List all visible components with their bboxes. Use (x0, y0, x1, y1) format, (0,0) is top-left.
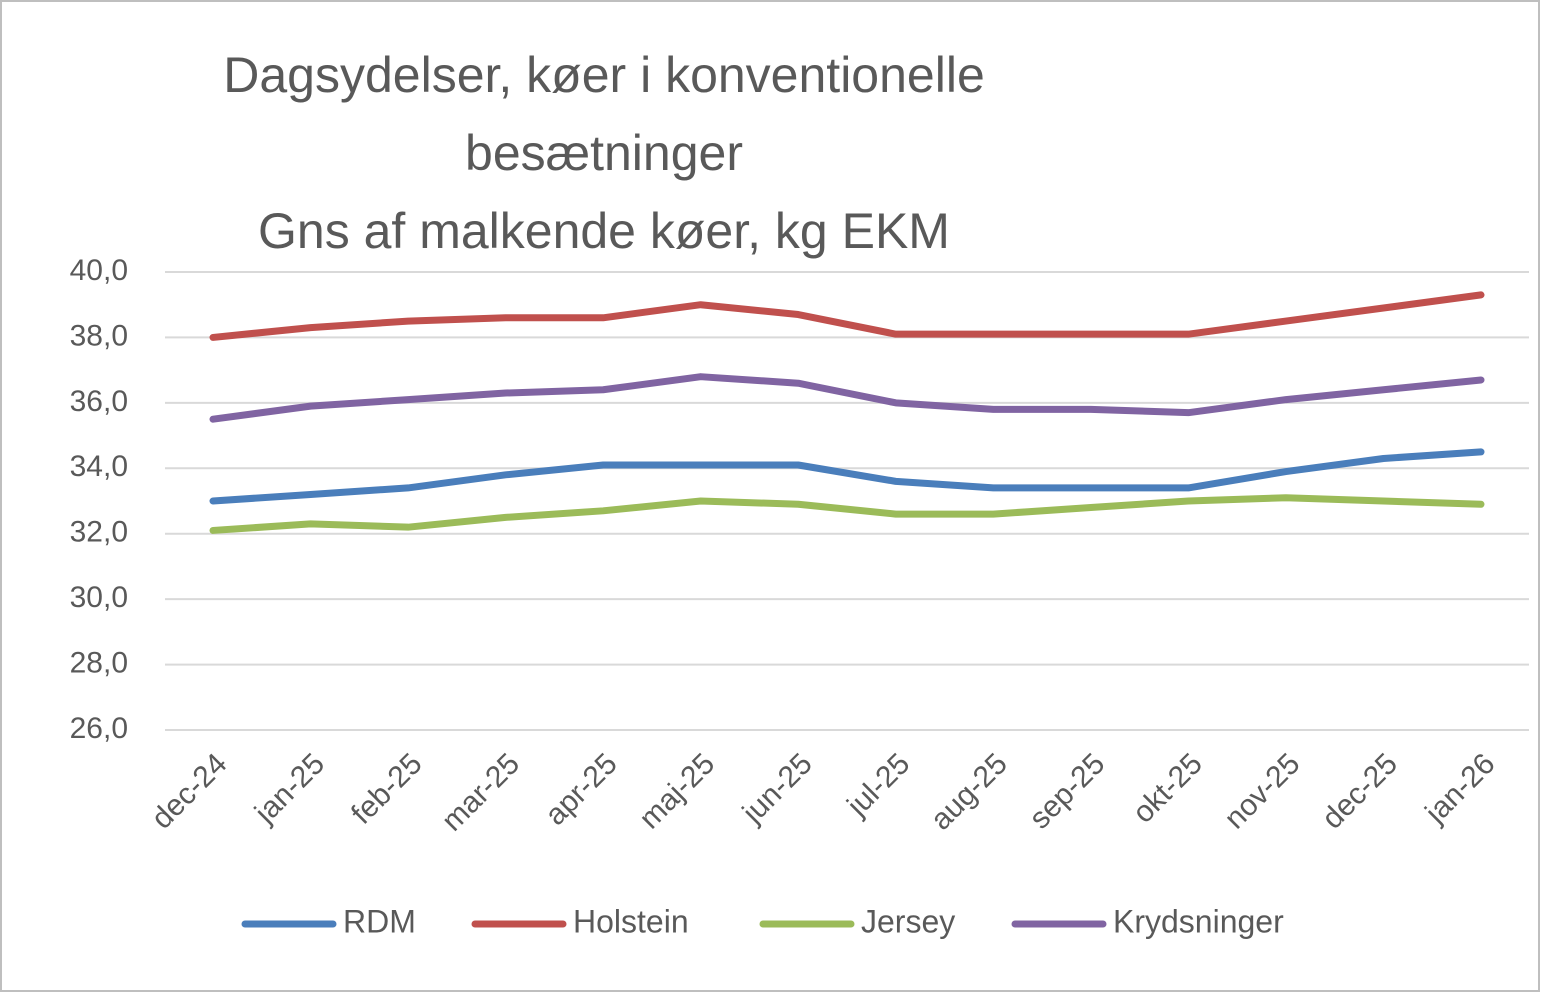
y-tick-label: 34,0 (70, 450, 128, 483)
series-line (209, 291, 1485, 341)
y-tick-label: 32,0 (70, 516, 128, 549)
chart-title: besætninger (465, 125, 743, 181)
y-tick-label: 38,0 (70, 319, 128, 352)
y-tick-label: 40,0 (70, 254, 128, 287)
y-tick-label: 30,0 (70, 581, 128, 614)
series-line (209, 448, 1485, 505)
legend-label: RDM (343, 903, 416, 939)
y-tick-label: 28,0 (70, 646, 128, 679)
chart-title: Gns af malkende køer, kg EKM (258, 203, 950, 259)
legend-label: Krydsninger (1113, 903, 1284, 939)
series-line (209, 494, 1485, 534)
y-tick-label: 26,0 (70, 712, 128, 745)
series-line (209, 373, 1485, 423)
legend-label: Holstein (573, 903, 689, 939)
y-tick-label: 36,0 (70, 385, 128, 418)
chart-title: Dagsydelser, køer i konventionelle (223, 47, 985, 103)
legend-label: Jersey (861, 903, 955, 939)
